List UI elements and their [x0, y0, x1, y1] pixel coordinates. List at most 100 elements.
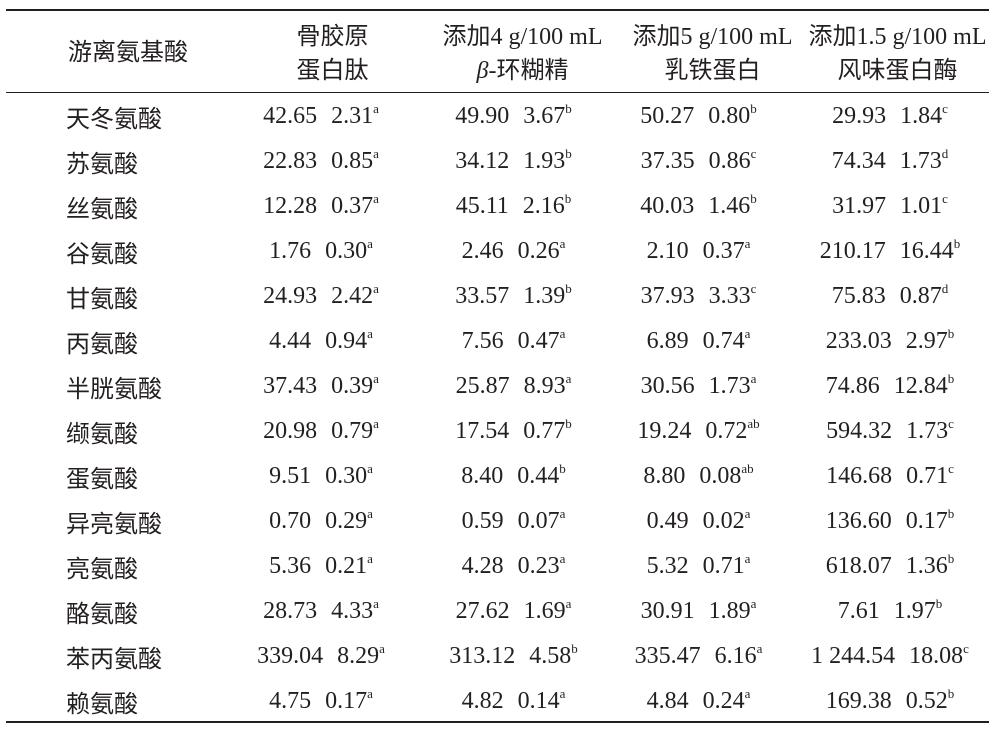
value-cell: 74.86 12.84b [791, 364, 989, 409]
significance-letter: a [373, 191, 379, 206]
mean-value: 37.35 [640, 148, 695, 174]
sd-number: 0.71 [906, 463, 949, 489]
table-row: 蛋氨酸 9.51 0.30a 8.40 0.44b 8.80 0.08ab 146.68 0.7… [6, 454, 989, 499]
mean-value: 0.49 [646, 508, 689, 534]
mean-value: 2.10 [646, 238, 689, 264]
sd-value: 0.94a [325, 327, 373, 355]
significance-letter: a [565, 371, 572, 386]
mean-value: 20.98 [263, 418, 318, 444]
significance-letter: c [750, 281, 757, 296]
sd-number: 4.58 [529, 643, 572, 669]
significance-letter: b [565, 281, 572, 296]
table-row: 酪氨酸 28.73 4.33a 27.62 1.69a 30.91 1.89a 7.61 1.9… [6, 589, 989, 634]
sd-number: 0.29 [325, 508, 368, 534]
significance-letter: a [373, 416, 379, 431]
sd-number: 1.97 [893, 598, 936, 624]
sd-value: 1.73a [709, 372, 757, 400]
header-cyclodextrin-line2: β-环糊精 [430, 54, 615, 88]
table-row: 半胱氨酸 37.43 0.39a 25.87 8.93a 30.56 1.73a 74.86 1… [6, 364, 989, 409]
value-cell: 34.12 1.93b [421, 139, 606, 184]
significance-letter: d [941, 281, 949, 296]
sd-value: 0.23a [517, 552, 566, 580]
significance-letter: b [571, 641, 578, 656]
table-top-rule [6, 9, 989, 11]
sd-number: 0.23 [517, 553, 560, 579]
table-row: 苏氨酸 22.83 0.85a 34.12 1.93b 37.35 0.86c 74.34 1.… [6, 139, 989, 184]
value-cell: 28.73 4.33a [221, 589, 421, 634]
mean-value: 210.17 [819, 238, 886, 264]
mean-value: 37.43 [263, 373, 318, 399]
value-cell: 618.07 1.36b [791, 544, 989, 589]
sd-number: 2.31 [331, 103, 374, 129]
table-header-rule [6, 92, 989, 93]
sd-number: 0.87 [899, 283, 942, 309]
mean-value: 594.32 [826, 418, 893, 444]
mean-value: 19.24 [637, 418, 692, 444]
value-cell: 24.93 2.42a [221, 274, 421, 319]
significance-letter: ab [741, 461, 754, 476]
mean-value: 5.32 [646, 553, 689, 579]
value-cell: 37.35 0.86c [606, 139, 791, 184]
value-cell: 169.38 0.52b [791, 679, 989, 724]
mean-value: 8.80 [643, 463, 686, 489]
table-row: 丝氨酸 12.28 0.37a 45.11 2.16b 40.03 1.46b 31.97 1.… [6, 184, 989, 229]
sd-value: 0.24a [703, 687, 751, 715]
sd-value: 0.29a [325, 507, 373, 535]
value-cell: 339.04 8.29a [221, 634, 421, 679]
header-flavourzyme-line2: 风味蛋白酶 [837, 58, 958, 84]
value-cell: 4.75 0.17a [221, 679, 421, 724]
sd-value: 4.33a [331, 597, 379, 625]
table-row: 天冬氨酸 42.65 2.31a 49.90 3.67b 50.27 0.80b 29.93 1… [6, 94, 989, 139]
sd-number: 1.84 [900, 103, 943, 129]
value-cell: 31.97 1.01c [791, 184, 989, 229]
sd-value: 0.17a [325, 687, 373, 715]
sd-number: 12.84 [893, 373, 948, 399]
mean-value: 4.82 [461, 688, 504, 714]
sd-number: 0.30 [325, 238, 368, 264]
sd-value: 0.30a [325, 462, 373, 490]
amino-acid-name: 甘氨酸 [66, 287, 138, 313]
beta-symbol: β [476, 58, 489, 84]
sd-number: 0.17 [905, 508, 948, 534]
amino-acid-name: 丙氨酸 [66, 332, 138, 358]
value-cell: 40.03 1.46b [606, 184, 791, 229]
significance-letter: b [565, 416, 572, 431]
table-bottom-rule [6, 721, 989, 723]
sd-value: 0.72ab [705, 417, 759, 445]
significance-letter: b [947, 326, 955, 341]
value-cell: 2.10 0.37a [606, 229, 791, 274]
significance-letter: b [947, 686, 955, 701]
sd-number: 0.86 [708, 148, 751, 174]
mean-value: 618.07 [825, 553, 892, 579]
mean-value: 33.57 [455, 283, 510, 309]
mean-value: 30.56 [640, 373, 695, 399]
sd-value: 12.84b [893, 372, 955, 400]
header-amino-acid: 游离氨基酸 [68, 40, 188, 66]
mean-value: 12.28 [263, 193, 318, 219]
significance-letter: a [559, 506, 566, 521]
significance-letter: a [367, 236, 373, 251]
amino-acid-name: 酪氨酸 [66, 602, 138, 628]
sd-value: 1.73d [900, 147, 949, 175]
sd-value: 18.08c [909, 642, 969, 670]
mean-value: 4.28 [461, 553, 504, 579]
significance-letter: a [750, 596, 757, 611]
significance-letter: b [559, 461, 566, 476]
sd-value: 0.02a [703, 507, 751, 535]
sd-value: 0.14a [518, 686, 566, 715]
value-cell: 594.32 1.73c [791, 409, 989, 454]
sd-number: 1.46 [708, 193, 751, 219]
significance-letter: a [559, 686, 566, 701]
mean-value: 29.93 [832, 103, 887, 129]
table-row: 赖氨酸 4.75 0.17a 4.82 0.14a 4.84 0.24a 169.38 0.52… [6, 679, 989, 724]
significance-letter: b [565, 101, 572, 116]
value-cell: 29.93 1.84c [791, 94, 989, 139]
table-row: 谷氨酸 1.76 0.30a 2.46 0.26a 2.10 0.37a 210.17 16.4… [6, 229, 989, 274]
value-cell: 74.34 1.73d [791, 139, 989, 184]
value-cell: 8.40 0.44b [421, 454, 606, 499]
sd-value: 0.44b [517, 461, 566, 490]
header-lactoferrin-line1: 添加5 g/100 mL [632, 24, 793, 50]
sd-number: 0.08 [699, 463, 742, 489]
mean-value: 74.86 [825, 373, 880, 399]
sd-number: 2.16 [522, 193, 565, 219]
